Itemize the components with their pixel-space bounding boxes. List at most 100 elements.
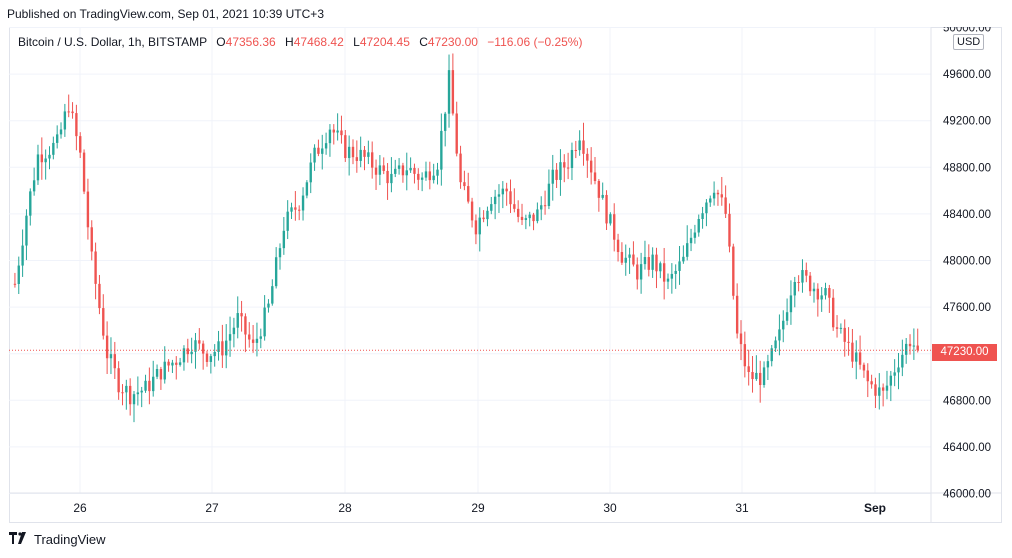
candle-body — [828, 288, 831, 298]
candle-body — [175, 362, 178, 365]
currency-badge[interactable]: USD — [953, 34, 985, 50]
candle-body — [40, 154, 44, 163]
candle-body — [25, 215, 28, 246]
candle-body — [121, 392, 124, 394]
candle-body — [755, 372, 758, 380]
candle-body — [443, 113, 447, 131]
candle-body — [313, 147, 316, 163]
candle-body — [693, 232, 697, 238]
candle-body — [555, 169, 558, 180]
candle-body — [812, 288, 816, 292]
candle-body — [359, 149, 362, 161]
candle-body — [324, 143, 328, 149]
candle-body — [198, 340, 201, 344]
candle-body — [209, 356, 213, 362]
candle-body — [570, 149, 574, 169]
candle-body — [847, 341, 850, 343]
candle-body — [194, 340, 197, 352]
candle-body — [697, 218, 700, 233]
candle-body — [524, 218, 528, 221]
candle-body — [832, 297, 835, 328]
candle-body — [709, 198, 712, 203]
candle-body — [616, 239, 620, 253]
candle-body — [532, 214, 535, 222]
candle-body — [505, 188, 508, 192]
candle-body — [893, 372, 896, 376]
candle-body — [136, 392, 140, 395]
candle-body — [440, 130, 443, 170]
candle-body — [897, 367, 900, 373]
candle-body — [451, 70, 455, 114]
candle-body — [720, 194, 723, 198]
candle-body — [321, 148, 324, 154]
candle-body — [263, 307, 266, 337]
candle-body — [824, 288, 827, 296]
candle-body — [701, 213, 704, 219]
candle-body — [582, 140, 585, 154]
candle-body — [152, 376, 155, 392]
candle-body — [278, 248, 282, 258]
candle-body — [328, 129, 332, 144]
candle-body — [102, 308, 105, 336]
candle-body — [290, 207, 293, 212]
candle-body — [13, 283, 17, 285]
candle-body — [870, 381, 873, 385]
high-value: 47468.42 — [293, 35, 344, 49]
y-tick-label: 47600.00 — [943, 302, 991, 314]
candle-body — [244, 316, 247, 335]
candle-body — [528, 214, 531, 219]
x-tick-label: 31 — [735, 501, 749, 515]
candle-body — [620, 252, 624, 263]
candle-body — [682, 256, 685, 262]
candle-body — [267, 303, 270, 308]
candle-body — [509, 191, 512, 205]
candle-body — [159, 368, 163, 380]
candle-body — [232, 327, 236, 335]
candle-body — [728, 213, 731, 247]
candle-body — [63, 111, 67, 130]
candle-body — [155, 368, 159, 377]
candle-body — [459, 153, 462, 183]
candle-body — [839, 327, 843, 329]
y-tick-label: 49200.00 — [943, 116, 991, 128]
candle-body — [420, 177, 424, 180]
last-price-label: 47230.00 — [932, 344, 997, 361]
candle-body — [808, 275, 812, 292]
candle-body — [766, 361, 770, 368]
candle-body — [613, 214, 616, 240]
candle-body — [255, 338, 259, 343]
candlestick-chart[interactable]: 46000.0046400.0046800.0047200.0047600.00… — [9, 27, 1002, 523]
candle-body — [190, 351, 193, 355]
candle-body — [916, 345, 919, 351]
candle-body — [351, 146, 355, 158]
candle-body — [424, 171, 428, 178]
candle-body — [689, 237, 693, 244]
candle-body — [666, 278, 670, 282]
candle-body — [520, 216, 524, 221]
candle-body — [417, 173, 420, 180]
candle-body — [17, 265, 20, 284]
candle-body — [655, 254, 658, 272]
candle-body — [712, 192, 716, 199]
candle-body — [774, 340, 777, 349]
candle-body — [52, 142, 55, 155]
candle-body — [228, 334, 232, 341]
candle-body — [474, 220, 478, 235]
candle-body — [125, 385, 128, 393]
candle-body — [236, 313, 239, 328]
close-value: 47230.00 — [427, 35, 478, 49]
candle-body — [912, 345, 916, 347]
candle-body — [782, 320, 785, 330]
candle-body — [751, 372, 754, 380]
candle-body — [563, 162, 566, 168]
candle-body — [205, 353, 209, 362]
candle-body — [470, 201, 474, 221]
candle-body — [374, 167, 378, 175]
candle-body — [59, 129, 63, 135]
candle-body — [367, 152, 370, 157]
candle-body — [647, 257, 650, 270]
candle-body — [797, 281, 800, 283]
y-tick-label: 50000.00 — [943, 27, 991, 35]
candle-body — [32, 180, 36, 192]
footer-brand[interactable]: TradingView — [9, 532, 106, 547]
